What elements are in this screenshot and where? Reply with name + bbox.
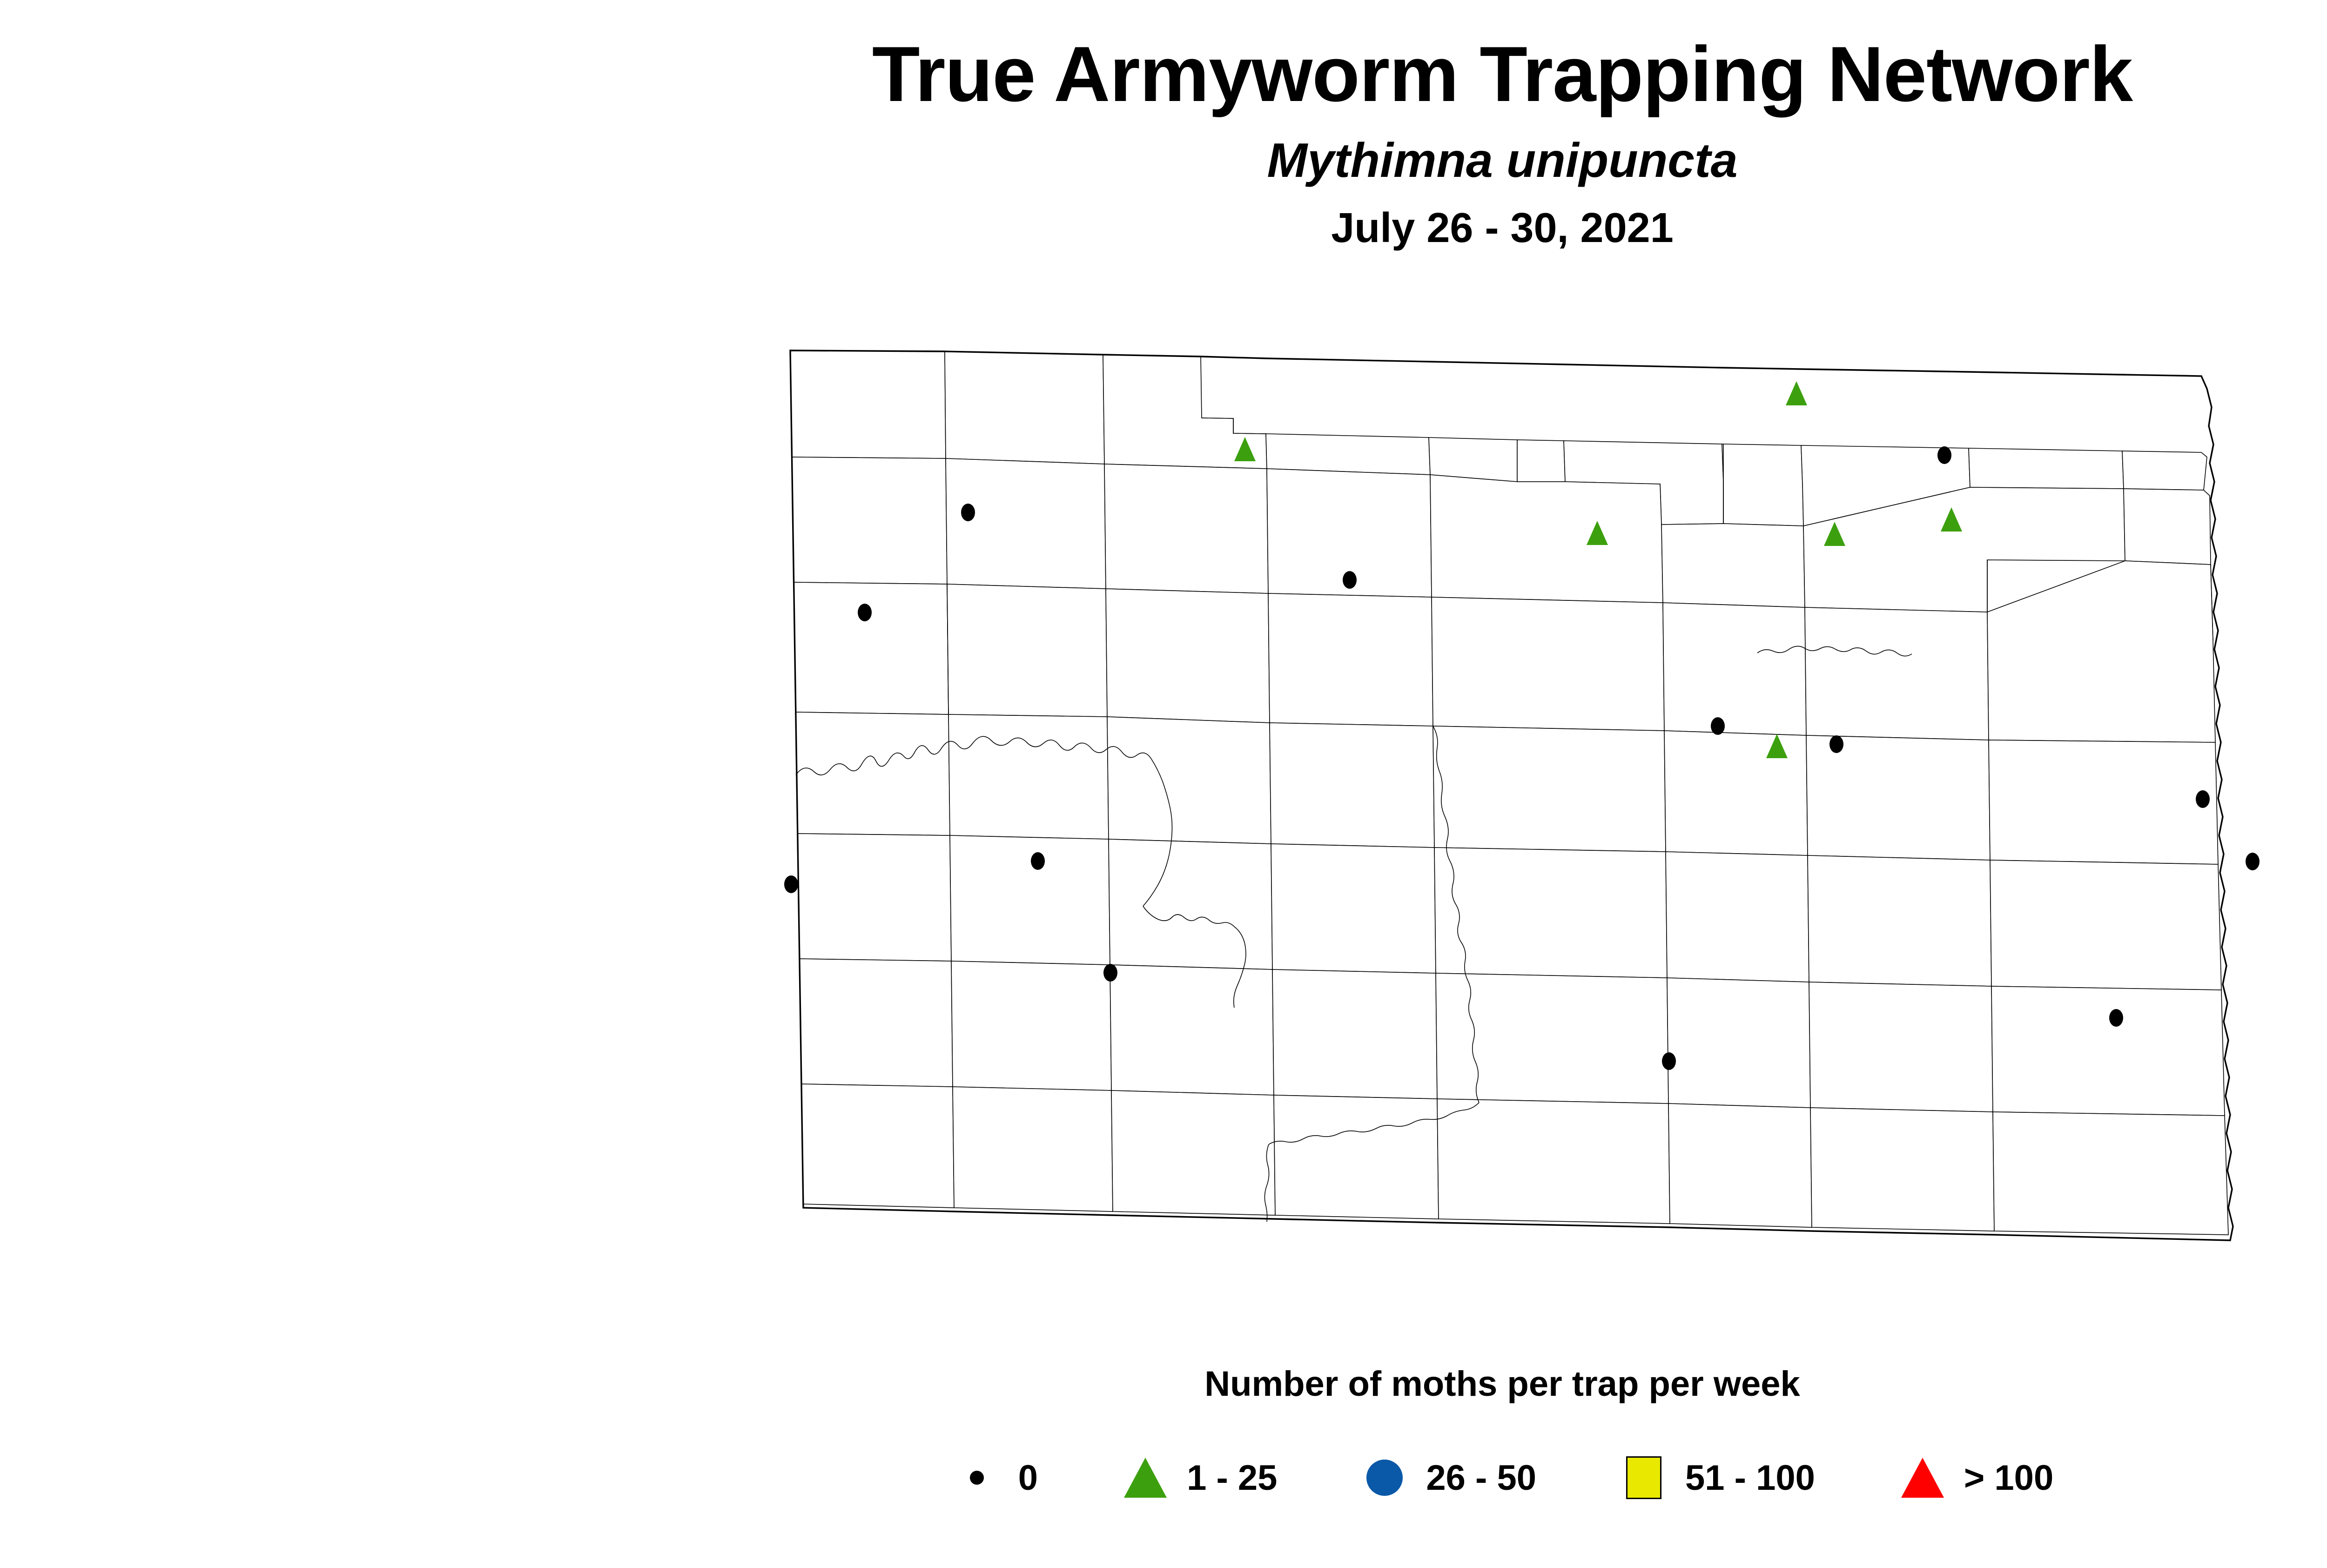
legend-label-0: 0 <box>1018 1458 1038 1498</box>
trap-site-marker[interactable] <box>1711 717 1725 735</box>
trap-site-marker[interactable] <box>2196 790 2210 808</box>
trap-site-marker[interactable] <box>961 504 975 521</box>
county-boundaries <box>790 350 2228 1235</box>
trap-site-marker[interactable] <box>1662 1052 1676 1070</box>
legend-caption: Number of moths per trap per week <box>1204 1364 1800 1404</box>
legend-label-over-100: > 100 <box>1964 1458 2054 1498</box>
trap-site-marker[interactable] <box>858 604 872 621</box>
trap-site-marker[interactable] <box>1937 446 1951 464</box>
legend-item-1-25[interactable]: 1 - 25 <box>1120 1452 1277 1503</box>
legend-label-51-100: 51 - 100 <box>1685 1458 1815 1498</box>
legend: 0 1 - 25 26 - 50 51 - 100 > 100 <box>0 1452 2327 1503</box>
legend-label-26-50: 26 - 50 <box>1426 1458 1537 1498</box>
trap-site-markers <box>784 381 2260 1070</box>
legend-item-26-50[interactable]: 26 - 50 <box>1359 1452 1536 1503</box>
map-svg <box>731 342 2327 1329</box>
legend-item-0[interactable]: 0 <box>951 1452 1038 1503</box>
trap-site-marker[interactable] <box>1824 522 1845 546</box>
trap-site-marker[interactable] <box>1587 521 1608 545</box>
black-dot-icon <box>951 1452 1002 1503</box>
trap-site-marker[interactable] <box>784 875 798 893</box>
legend-label-1-25: 1 - 25 <box>1187 1458 1278 1498</box>
red-triangle-icon <box>1897 1452 1948 1503</box>
trap-site-marker[interactable] <box>2109 1009 2123 1027</box>
trap-site-marker[interactable] <box>1829 735 1843 753</box>
legend-item-over-100[interactable]: > 100 <box>1897 1452 2053 1503</box>
blue-circle-icon <box>1359 1452 1410 1503</box>
date-range: July 26 - 30, 2021 <box>1331 205 1674 251</box>
title-block: True Armyworm Trapping Network Mythimna … <box>0 0 2327 249</box>
trap-site-marker[interactable] <box>1941 507 1962 532</box>
green-triangle-icon <box>1120 1452 1171 1503</box>
trap-site-marker[interactable] <box>1343 571 1357 589</box>
trap-site-marker[interactable] <box>2246 853 2260 870</box>
trap-site-marker[interactable] <box>1234 437 1256 461</box>
legend-item-51-100[interactable]: 51 - 100 <box>1618 1452 1815 1503</box>
trap-site-marker[interactable] <box>1786 381 1807 405</box>
trap-site-marker[interactable] <box>1766 734 1788 758</box>
north-dakota-map <box>731 342 2327 1329</box>
page-title: True Armyworm Trapping Network <box>872 30 2133 118</box>
trap-site-marker[interactable] <box>1103 964 1117 982</box>
trap-site-marker[interactable] <box>1031 852 1045 870</box>
species-name: Mythimna unipuncta <box>1267 134 1738 188</box>
yellow-square-icon <box>1618 1452 1669 1503</box>
